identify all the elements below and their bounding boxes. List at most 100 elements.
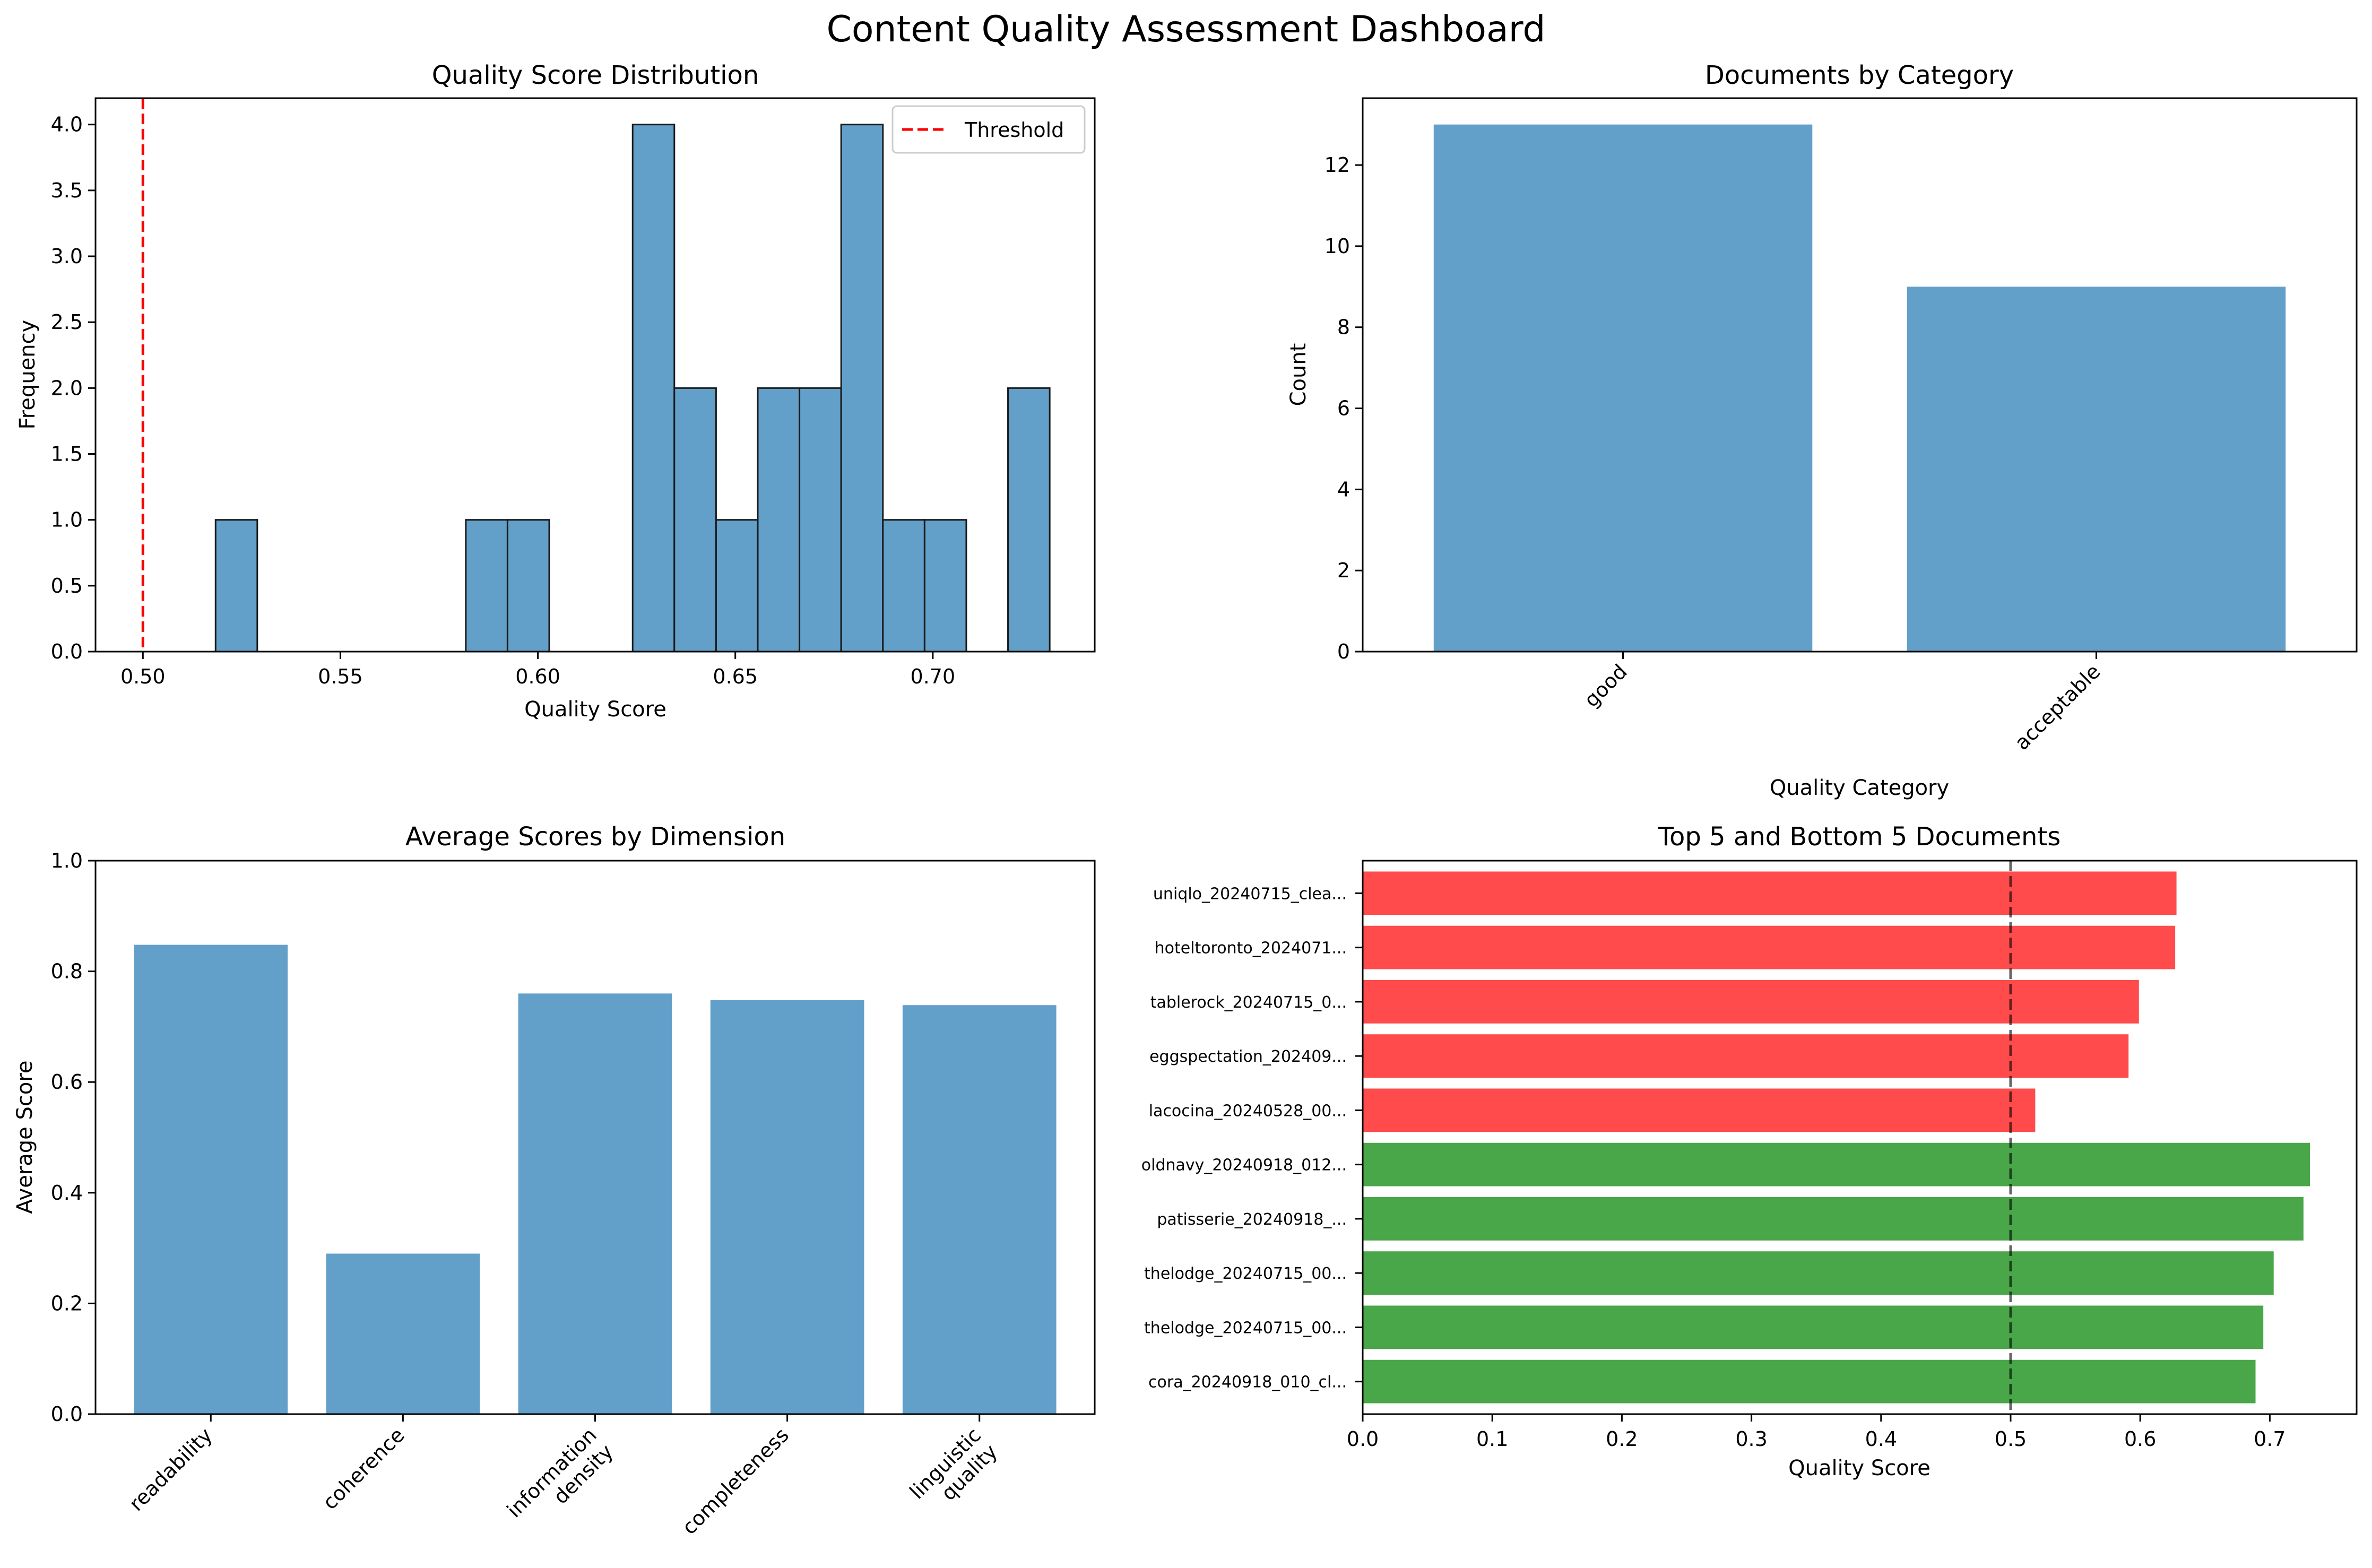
top-document-bar (1363, 1305, 2264, 1349)
x-tick-label: coherence (318, 1423, 409, 1514)
y-tick-label: 1.5 (51, 443, 83, 466)
legend-threshold-label: Threshold (964, 118, 1064, 142)
quality-score-distribution-panel: Quality Score Distribution 0.50 0.55 0.60 0… (15, 60, 1096, 722)
dashboard-title: Content Quality Assessment Dashboard (826, 8, 1545, 50)
y-tick-label: 0.6 (51, 1070, 83, 1094)
histogram-bar (923, 519, 967, 653)
histogram-bar (757, 387, 801, 653)
histogram-bar (882, 519, 925, 653)
y-tick-label: thelodge_20240715_00... (1144, 1319, 1347, 1337)
legend-box (891, 105, 1086, 154)
y-tick-label: 0.0 (51, 640, 83, 663)
x-axis-label: Quality Score (524, 697, 666, 722)
top-document-bar (1363, 1359, 2256, 1404)
average-scores-by-dimension-panel: Average Scores by Dimension readability c… (13, 822, 1096, 1539)
documents-by-category-panel: Documents by Category good acceptable 0 2 4 6… (1286, 60, 2358, 800)
top-bottom-documents-panel: Top 5 and Bottom 5 Documents uniqlo_2024… (1141, 822, 2358, 1480)
x-tick-label: completeness (678, 1423, 793, 1539)
y-tick-label: 8 (1337, 316, 1350, 339)
y-tick-label: 4 (1337, 478, 1350, 501)
x-tick-label: good (1580, 660, 1632, 712)
bottom-document-bar (1363, 1034, 2129, 1078)
x-tick-label: 0.1 (1476, 1427, 1508, 1451)
histogram-bar (214, 519, 258, 653)
plot-frame (1362, 860, 2358, 1415)
panel-title: Top 5 and Bottom 5 Documents (1658, 822, 2061, 852)
dimension-bar (902, 1005, 1057, 1414)
y-tick-label: 6 (1337, 397, 1350, 420)
x-axis-label: Quality Category (1770, 776, 1949, 800)
y-tick-label: 12 (1324, 153, 1350, 177)
dimension-bar (134, 945, 288, 1414)
x-tick-label: 0.6 (2124, 1427, 2156, 1451)
histogram-bar (631, 124, 676, 653)
histogram-bar (840, 124, 884, 653)
histogram-bar (715, 519, 759, 653)
y-tick-label: 3.0 (51, 245, 83, 268)
bottom-document-bar (1363, 925, 2176, 969)
x-tick-label: 0.2 (1606, 1427, 1638, 1451)
x-tick-label: acceptable (2010, 660, 2105, 755)
y-tick-label: oldnavy_20240918_012... (1141, 1156, 1347, 1175)
x-tick-label: 0.5 (1995, 1427, 2027, 1451)
x-tick-label: 0.4 (1865, 1427, 1897, 1451)
histogram-bar (1007, 387, 1051, 653)
y-tick-label: cora_20240918_010_cl... (1148, 1373, 1347, 1392)
x-tick-label: linguisticquality (905, 1423, 1002, 1520)
y-tick-label: 4.0 (51, 113, 83, 136)
y-axis-label: Frequency (15, 320, 40, 430)
y-tick-label: 3.5 (51, 179, 83, 202)
histogram-bar (506, 519, 550, 653)
top-document-bar (1363, 1142, 2310, 1186)
y-tick-label: 1.0 (51, 508, 83, 532)
x-axis-label: Quality Score (1788, 1456, 1931, 1480)
y-tick-label: 2 (1337, 559, 1350, 582)
y-tick-label: 2.0 (51, 376, 83, 400)
y-tick-label: 0.0 (51, 1402, 83, 1426)
panel-title: Documents by Category (1705, 60, 2014, 90)
y-tick-label: 1.0 (51, 849, 83, 872)
y-axis-label: Average Score (13, 1060, 37, 1214)
y-tick-label: 0.2 (51, 1292, 83, 1315)
category-bar (1907, 287, 2286, 652)
plot-frame (94, 97, 1096, 653)
bottom-document-bar (1363, 871, 2177, 915)
y-tick-label: 0 (1337, 640, 1350, 663)
x-tick-label: 0.55 (318, 665, 363, 688)
top-document-bar (1363, 1197, 2304, 1241)
x-tick-label: 0.70 (911, 665, 956, 688)
y-tick-label: 2.5 (51, 310, 83, 334)
x-tick-label: 0.65 (713, 665, 758, 688)
top-document-bar (1363, 1251, 2274, 1295)
legend: Threshold (891, 105, 1086, 154)
bottom-document-bar (1363, 1088, 2036, 1132)
x-tick-label: 0.60 (515, 665, 560, 688)
panel-title: Average Scores by Dimension (405, 822, 785, 852)
x-tick-label: informationdensity (503, 1423, 618, 1538)
panel-title: Quality Score Distribution (432, 60, 759, 90)
dimension-bar (518, 993, 672, 1414)
y-tick-label: patisserie_20240918_... (1157, 1210, 1347, 1229)
y-tick-label: eggspectation_202409... (1149, 1047, 1347, 1066)
y-tick-label: lacocina_20240528_00... (1149, 1102, 1347, 1120)
plot-frame (94, 860, 1096, 1415)
histogram-bar (465, 519, 508, 653)
histogram-bar (799, 387, 842, 653)
y-tick-label: 10 (1324, 235, 1350, 258)
y-tick-label: uniqlo_20240715_clea... (1153, 885, 1347, 903)
y-tick-label: thelodge_20240715_00... (1144, 1264, 1347, 1283)
y-tick-label: tablerock_20240715_0... (1150, 993, 1347, 1012)
dimension-bar (326, 1253, 480, 1414)
x-tick-label: 0.0 (1347, 1427, 1379, 1451)
y-axis-label: Count (1286, 343, 1311, 406)
y-tick-label: 0.8 (51, 960, 83, 983)
x-tick-label: readability (125, 1423, 217, 1515)
x-tick-label: 0.50 (120, 665, 166, 688)
dimension-bar (710, 1000, 864, 1414)
y-tick-label: 0.4 (51, 1181, 83, 1205)
bottom-document-bar (1363, 980, 2139, 1024)
histogram-bar (673, 387, 717, 653)
x-tick-label: 0.7 (2254, 1427, 2286, 1451)
x-tick-label: 0.3 (1735, 1427, 1767, 1451)
